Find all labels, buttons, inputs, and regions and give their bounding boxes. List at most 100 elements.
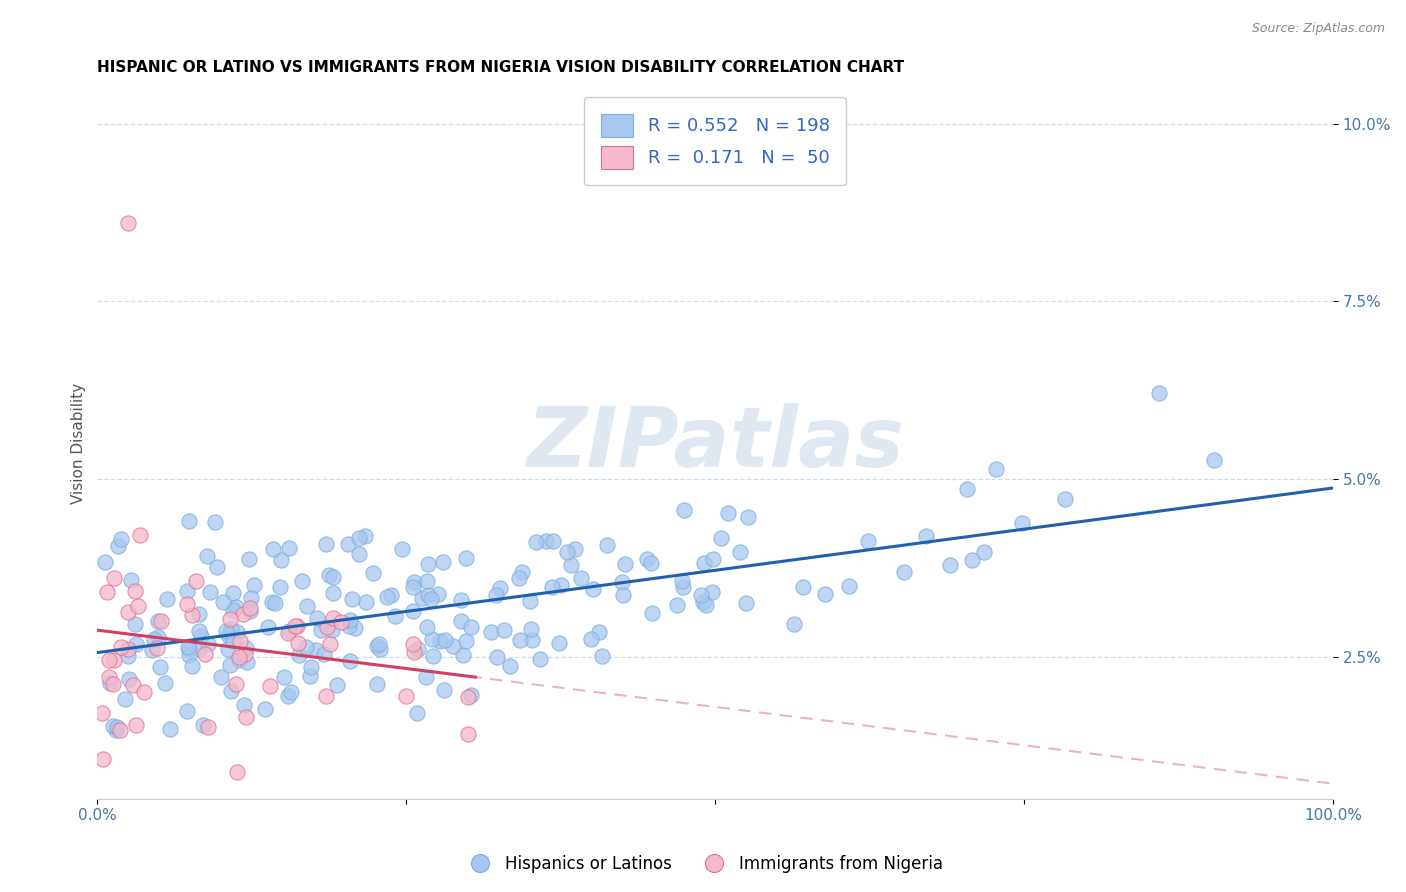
- Point: [792, 580, 814, 594]
- Point: [125, 718, 148, 732]
- Point: [454, 551, 477, 566]
- Point: [314, 647, 336, 661]
- Point: [457, 727, 479, 741]
- Point: [814, 587, 837, 601]
- Point: [541, 533, 564, 548]
- Point: [146, 614, 169, 628]
- Point: [457, 690, 479, 704]
- Point: [510, 565, 533, 579]
- Point: [315, 689, 337, 703]
- Point: [219, 623, 242, 637]
- Point: [188, 641, 211, 656]
- Point: [195, 549, 218, 563]
- Point: [316, 620, 339, 634]
- Point: [347, 547, 370, 561]
- Point: [671, 574, 693, 588]
- Point: [432, 556, 454, 570]
- Point: [960, 553, 983, 567]
- Point: [299, 668, 322, 682]
- Point: [217, 642, 239, 657]
- Point: [591, 649, 613, 664]
- Point: [232, 698, 254, 712]
- Point: [97, 670, 120, 684]
- Point: [420, 592, 443, 607]
- Point: [120, 573, 142, 587]
- Point: [176, 598, 198, 612]
- Point: [509, 633, 531, 648]
- Text: ZIPatlas: ZIPatlas: [526, 403, 904, 484]
- Point: [225, 765, 247, 780]
- Point: [198, 585, 221, 599]
- Point: [221, 684, 243, 698]
- Point: [640, 556, 662, 570]
- Point: [416, 620, 439, 634]
- Point: [228, 653, 250, 667]
- Point: [118, 672, 141, 686]
- Point: [479, 624, 502, 639]
- Point: [416, 574, 439, 588]
- Point: [110, 532, 132, 546]
- Point: [489, 581, 512, 595]
- Point: [330, 615, 353, 629]
- Point: [588, 625, 610, 640]
- Point: [211, 595, 233, 609]
- Point: [280, 685, 302, 699]
- Point: [284, 619, 307, 633]
- Point: [636, 552, 658, 566]
- Point: [689, 588, 711, 602]
- Point: [347, 531, 370, 545]
- Point: [402, 637, 425, 651]
- Point: [98, 675, 121, 690]
- Point: [893, 565, 915, 579]
- Point: [984, 462, 1007, 476]
- Point: [229, 634, 252, 648]
- Point: [460, 620, 482, 634]
- Point: [433, 632, 456, 647]
- Point: [256, 620, 278, 634]
- Point: [176, 704, 198, 718]
- Point: [209, 670, 232, 684]
- Point: [1204, 453, 1226, 467]
- Point: [673, 502, 696, 516]
- Point: [367, 637, 389, 651]
- Point: [159, 722, 181, 736]
- Point: [915, 529, 938, 543]
- Point: [560, 558, 582, 572]
- Point: [433, 682, 456, 697]
- Point: [177, 640, 200, 655]
- Point: [315, 537, 337, 551]
- Point: [187, 624, 209, 638]
- Point: [339, 654, 361, 668]
- Point: [180, 607, 202, 622]
- Point: [422, 649, 444, 664]
- Point: [838, 579, 860, 593]
- Point: [363, 566, 385, 580]
- Point: [277, 689, 299, 703]
- Point: [193, 718, 215, 732]
- Point: [117, 605, 139, 619]
- Point: [260, 595, 283, 609]
- Text: HISPANIC OR LATINO VS IMMIGRANTS FROM NIGERIA VISION DISABILITY CORRELATION CHAR: HISPANIC OR LATINO VS IMMIGRANTS FROM NI…: [97, 60, 904, 75]
- Point: [734, 596, 756, 610]
- Point: [391, 542, 413, 557]
- Point: [219, 612, 242, 626]
- Point: [856, 534, 879, 549]
- Point: [326, 678, 349, 692]
- Point: [337, 536, 360, 550]
- Point: [179, 642, 201, 657]
- Point: [117, 642, 139, 657]
- Point: [94, 555, 117, 569]
- Point: [262, 542, 284, 557]
- Point: [225, 676, 247, 690]
- Point: [450, 593, 472, 607]
- Point: [108, 723, 131, 737]
- Point: [596, 538, 619, 552]
- Point: [238, 601, 260, 615]
- Point: [243, 577, 266, 591]
- Point: [176, 584, 198, 599]
- Point: [297, 599, 319, 614]
- Point: [519, 594, 541, 608]
- Point: [401, 604, 423, 618]
- Point: [415, 670, 437, 684]
- Point: [499, 659, 522, 673]
